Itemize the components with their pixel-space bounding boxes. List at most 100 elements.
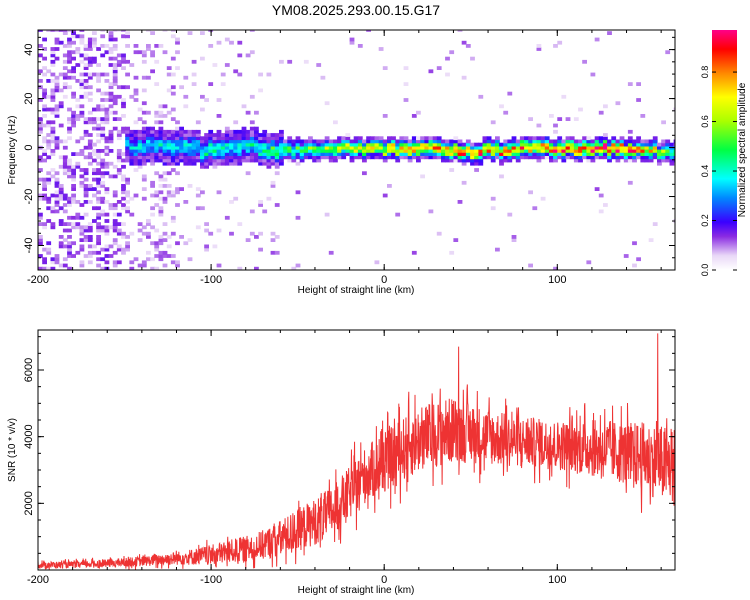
spectrogram-cell xyxy=(245,139,251,144)
spectrogram-cell xyxy=(154,241,160,246)
spectrogram-cell xyxy=(644,145,650,150)
spectrogram-cell xyxy=(262,139,268,144)
spectrogram-cell xyxy=(83,133,89,137)
spectrogram-cell xyxy=(146,136,151,141)
spectrogram-cell xyxy=(96,107,101,112)
spectrogram-cell xyxy=(490,149,496,153)
spectrogram-cell xyxy=(195,149,201,153)
spectrogram-cell xyxy=(362,145,367,150)
spectrogram-cell xyxy=(67,40,72,45)
spectrogram-cell xyxy=(644,155,650,160)
spectrogram-cell xyxy=(561,155,567,160)
spectrogram-cell xyxy=(79,53,85,58)
spectrogram-cell xyxy=(262,161,268,166)
spectrogram-cell xyxy=(87,98,93,102)
spectrogram-cell xyxy=(337,139,342,144)
spectrogram-cell xyxy=(623,152,629,156)
spectrogram-cell xyxy=(428,142,434,147)
spectrogram-cell xyxy=(561,149,567,153)
spectrogram-cell xyxy=(241,145,247,150)
spectrogram-cell xyxy=(170,117,176,121)
spectrogram-cell xyxy=(150,241,155,246)
spectrogram-x-tick-label: 0 xyxy=(381,274,387,286)
spectrogram-cell xyxy=(212,155,218,160)
spectrogram-cell xyxy=(96,200,101,204)
spectrogram-cell xyxy=(79,85,85,90)
spectrogram-cell xyxy=(79,215,85,220)
spectrogram-cell xyxy=(50,50,56,55)
spectrogram-cell xyxy=(499,149,504,153)
spectrogram-cell xyxy=(116,228,122,233)
spectrogram-cell xyxy=(274,139,280,144)
spectrogram-cell xyxy=(166,136,172,141)
spectrogram-cell xyxy=(557,142,563,147)
spectrogram-cell xyxy=(166,158,172,163)
spectrogram-cell xyxy=(303,142,309,147)
spectrogram-cell xyxy=(465,44,471,48)
spectrogram-cell xyxy=(83,190,89,195)
spectrogram-cell xyxy=(540,196,546,201)
spectrogram-cell xyxy=(92,149,97,153)
colorbar-tick-label: 0.8 xyxy=(700,66,710,79)
spectrogram-cell xyxy=(627,142,633,147)
spectrogram-cell xyxy=(54,110,60,115)
spectrogram-cell xyxy=(154,82,160,86)
spectrogram-cell xyxy=(441,149,446,153)
spectrogram-cell xyxy=(116,133,122,137)
spectrogram-cell xyxy=(104,72,110,77)
spectrogram-cell xyxy=(619,142,625,147)
spectrogram-cell xyxy=(67,53,72,58)
spectrogram-cell xyxy=(295,149,301,153)
spectrogram-cell xyxy=(528,149,533,153)
spectrogram-cell xyxy=(249,149,255,153)
spectrogram-cell xyxy=(220,133,226,137)
spectrogram-cell xyxy=(603,149,608,153)
spectrogram-cell xyxy=(79,247,85,252)
spectrogram-cell xyxy=(652,152,658,156)
spectrogram-cell xyxy=(79,152,85,156)
spectrogram-cell xyxy=(58,193,64,198)
spectrogram-cell xyxy=(137,158,143,163)
spectrogram-cell xyxy=(83,85,89,90)
spectrogram-cell xyxy=(445,142,450,147)
spectrogram-cell xyxy=(553,149,558,153)
spectrogram-cell xyxy=(582,145,587,150)
spectrogram-cell xyxy=(183,158,189,163)
spectrogram-cell xyxy=(54,180,60,185)
spectrogram-cell xyxy=(569,152,575,156)
spectrogram-cell xyxy=(92,171,97,176)
spectrogram-cell xyxy=(441,155,446,160)
spectrogram-cell xyxy=(79,114,85,118)
spectrogram-cell xyxy=(175,241,180,246)
spectrogram-cell xyxy=(474,152,479,156)
spectrogram-cell xyxy=(490,158,496,163)
spectrogram-cell xyxy=(283,149,288,153)
spectrogram-cell xyxy=(112,37,118,42)
spectrogram-cell xyxy=(328,250,334,255)
spectrogram-cell xyxy=(54,107,60,112)
spectrogram-cell xyxy=(229,200,234,204)
spectrogram-cell xyxy=(75,152,81,156)
spectrogram-cell xyxy=(46,120,52,125)
spectrogram-cell xyxy=(266,152,272,156)
spectrogram-cell xyxy=(146,145,151,150)
spectrogram-cell xyxy=(183,104,189,109)
spectrogram-cell xyxy=(116,63,122,67)
spectrogram-cell xyxy=(482,139,488,144)
spectrogram-cell xyxy=(71,177,76,182)
spectrogram-cell xyxy=(299,145,305,150)
spectrogram-cell xyxy=(212,152,218,156)
spectrogram-cell xyxy=(245,152,251,156)
spectrogram-cell xyxy=(627,152,633,156)
spectrogram-cell xyxy=(158,206,164,211)
spectrogram-cell xyxy=(108,161,114,166)
spectrogram-cell xyxy=(453,158,459,163)
spectrogram-cell xyxy=(87,120,93,125)
spectrogram-cell xyxy=(54,184,60,188)
spectrogram-cell xyxy=(229,145,234,150)
spectrogram-cell xyxy=(204,152,209,156)
spectrogram-cell xyxy=(54,47,60,51)
spectrogram-cell xyxy=(58,187,64,191)
spectrogram-cell xyxy=(586,136,592,141)
spectrogram-cell xyxy=(170,231,176,236)
